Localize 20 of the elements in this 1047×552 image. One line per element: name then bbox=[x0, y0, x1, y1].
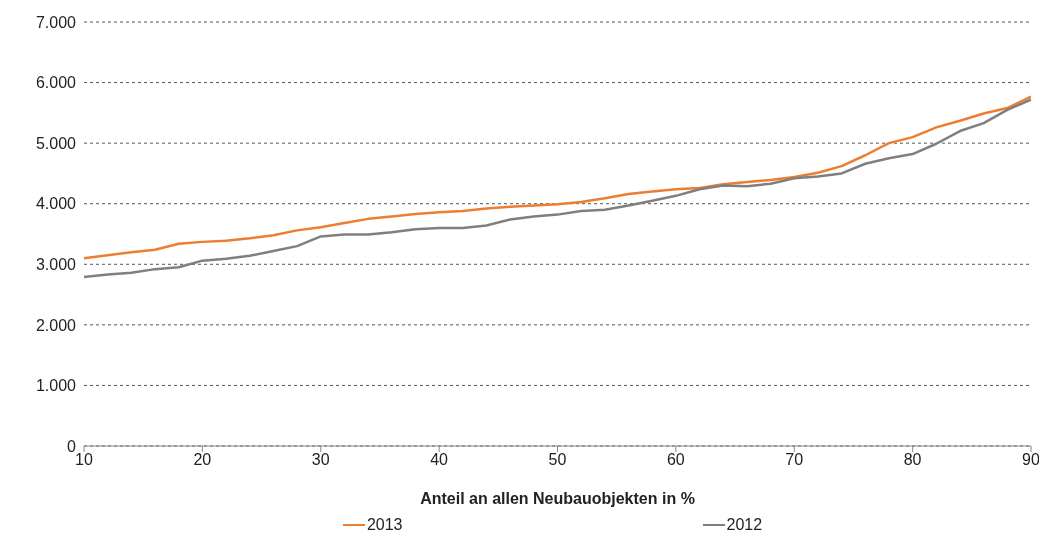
y-tick-label: 1.000 bbox=[35, 377, 77, 395]
y-tick-label: 3.000 bbox=[35, 255, 77, 273]
x-tick-label: 80 bbox=[903, 451, 922, 469]
y-tick-label: 0 bbox=[67, 437, 77, 455]
x-tick-label: 50 bbox=[548, 451, 567, 469]
x-tick-label: 40 bbox=[430, 451, 449, 469]
y-tick-label: 6.000 bbox=[35, 74, 77, 92]
x-tick-label: 20 bbox=[193, 451, 212, 469]
legend-label: 2013 bbox=[365, 516, 403, 534]
y-tick-label: 5.000 bbox=[35, 134, 77, 152]
x-tick-label: 30 bbox=[311, 451, 330, 469]
legend-label: 2012 bbox=[725, 516, 763, 534]
x-tick-label: 10 bbox=[75, 451, 93, 469]
y-tick-label: 4.000 bbox=[35, 195, 77, 213]
y-tick-label: 7.000 bbox=[35, 13, 77, 31]
x-tick-label: 70 bbox=[785, 451, 804, 469]
x-tick-label: 90 bbox=[1022, 451, 1040, 469]
x-axis-title: Anteil an allen Neubauobjekten in % bbox=[420, 490, 695, 507]
x-tick-label: 60 bbox=[666, 451, 685, 469]
y-tick-label: 2.000 bbox=[35, 316, 77, 334]
